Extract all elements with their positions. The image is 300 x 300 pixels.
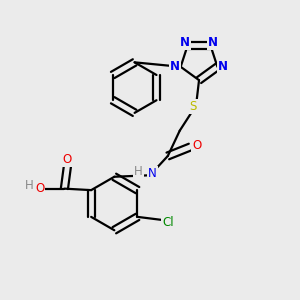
- Text: Cl: Cl: [162, 216, 174, 229]
- Text: O: O: [35, 182, 44, 195]
- Text: O: O: [192, 139, 201, 152]
- Text: N: N: [218, 60, 228, 73]
- Text: N: N: [208, 36, 218, 49]
- Text: O: O: [63, 153, 72, 166]
- Text: S: S: [189, 100, 197, 113]
- Text: N: N: [148, 167, 157, 180]
- Text: H: H: [24, 179, 33, 192]
- Text: H: H: [134, 165, 143, 178]
- Text: N: N: [170, 60, 180, 73]
- Text: N: N: [180, 36, 190, 49]
